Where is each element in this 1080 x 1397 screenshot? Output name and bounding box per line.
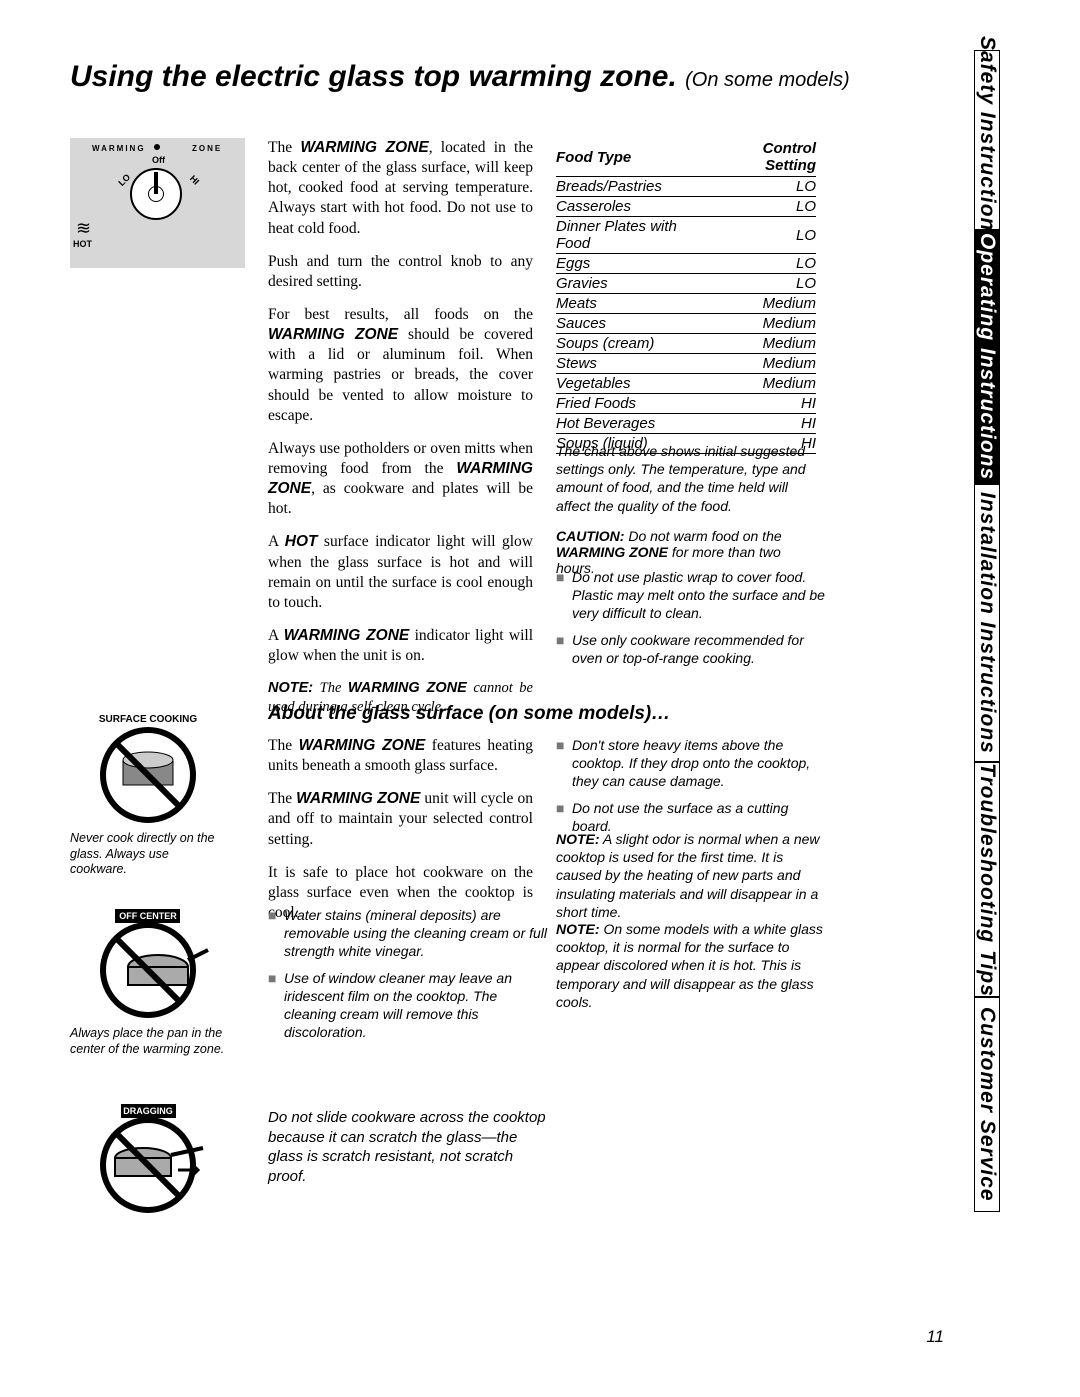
table-row: GraviesLO <box>556 274 816 294</box>
knob-dot-icon <box>154 144 160 150</box>
no-off-center-icon: OFF CENTER <box>83 905 213 1020</box>
table-cell-food: Soups (cream) <box>556 334 712 354</box>
table-row: VegetablesMedium <box>556 374 816 394</box>
icon-off-center: OFF CENTER Always place the pan in the c… <box>70 905 225 1057</box>
table-cell-food: Dinner Plates with Food <box>556 217 712 254</box>
table-cell-setting: Medium <box>712 374 816 394</box>
hot-wavy-icon: ≋ <box>76 218 91 239</box>
table-header-setting: Control Setting <box>712 138 816 177</box>
table-cell-food: Vegetables <box>556 374 712 394</box>
svg-text:OFF CENTER: OFF CENTER <box>119 911 177 921</box>
icon-surface-cooking: SURFACE COOKING Never cook directly on t… <box>70 710 225 878</box>
svg-text:DRAGGING: DRAGGING <box>123 1106 173 1116</box>
table-cell-setting: Medium <box>712 294 816 314</box>
knob-inner-icon <box>148 186 164 202</box>
bullet-no-plastic: Do not use plastic wrap to cover food. P… <box>556 568 826 623</box>
para-6: A WARMING ZONE indicator light will glow… <box>268 626 533 666</box>
title-main: Using the electric glass top warming zon… <box>70 60 677 93</box>
note-odor: NOTE: A slight odor is normal when a new… <box>556 830 826 921</box>
table-row: SaucesMedium <box>556 314 816 334</box>
table-row: Hot BeveragesHI <box>556 414 816 434</box>
note-discolor: NOTE: On some models with a white glass … <box>556 920 826 1011</box>
table-cell-food: Hot Beverages <box>556 414 712 434</box>
table-row: Breads/PastriesLO <box>556 177 816 197</box>
table-row: Soups (cream)Medium <box>556 334 816 354</box>
table-cell-food: Gravies <box>556 274 712 294</box>
table-cell-food: Stews <box>556 354 712 374</box>
table-cell-setting: Medium <box>712 354 816 374</box>
para-4: Always use potholders or oven mitts when… <box>268 439 533 520</box>
knob-label-warming: WARMING <box>92 144 146 153</box>
table-cell-setting: LO <box>712 177 816 197</box>
para-2: Push and turn the control knob to any de… <box>268 252 533 292</box>
knob-off-label: Off <box>152 155 165 165</box>
icon-dragging: DRAGGING <box>70 1100 225 1215</box>
svg-text:SURFACE COOKING: SURFACE COOKING <box>98 714 197 725</box>
table-footnote: The chart above shows initial suggested … <box>556 442 816 515</box>
bullet-heavy-items: Don't store heavy items above the cookto… <box>556 736 826 791</box>
knob-hot-label: HOT <box>73 239 92 249</box>
bullet-cookware: Use only cookware recommended for oven o… <box>556 631 826 667</box>
mid-bullet-list: Water stains (mineral deposits) are remo… <box>268 906 548 1049</box>
table-cell-food: Meats <box>556 294 712 314</box>
bullet-window-cleaner: Use of window cleaner may leave an iride… <box>268 969 548 1042</box>
table-cell-food: Eggs <box>556 254 712 274</box>
table-cell-setting: HI <box>712 394 816 414</box>
table-cell-setting: HI <box>712 414 816 434</box>
table-header-food: Food Type <box>556 138 712 177</box>
side-tabs: Safety Instructions Operating Instructio… <box>974 50 1020 1340</box>
no-dragging-icon: DRAGGING <box>83 1100 213 1215</box>
table-cell-food: Sauces <box>556 314 712 334</box>
top-bullet-list: Do not use plastic wrap to cover food. P… <box>556 568 826 675</box>
para-3: For best results, all foods on the WARMI… <box>268 305 533 426</box>
table-cell-food: Fried Foods <box>556 394 712 414</box>
table-cell-food: Breads/Pastries <box>556 177 712 197</box>
para-1: The WARMING ZONE, located in the back ce… <box>268 138 533 239</box>
page-number: 11 <box>926 1327 944 1347</box>
table-cell-setting: Medium <box>712 314 816 334</box>
table-row: EggsLO <box>556 254 816 274</box>
no-surface-cooking-icon: SURFACE COOKING <box>83 710 213 825</box>
tab-safety[interactable]: Safety Instructions <box>974 50 1000 230</box>
table-cell-setting: LO <box>712 274 816 294</box>
table-cell-food: Casseroles <box>556 197 712 217</box>
tab-operating[interactable]: Operating Instructions <box>974 230 1000 484</box>
tab-installation[interactable]: Installation Instructions <box>974 484 1000 762</box>
slide-warning: Do not slide cookware across the cooktop… <box>268 1108 548 1186</box>
table-cell-setting: Medium <box>712 334 816 354</box>
table-row: Dinner Plates with FoodLO <box>556 217 816 254</box>
food-settings-table: Food Type Control Setting Breads/Pastrie… <box>556 138 816 454</box>
tab-customer-service[interactable]: Customer Service <box>974 997 1000 1212</box>
table-cell-setting: LO <box>712 217 816 254</box>
s2-para-1: The WARMING ZONE features heating units … <box>268 736 533 776</box>
page-title: Using the electric glass top warming zon… <box>70 60 850 94</box>
title-sub: (On some models) <box>685 69 850 91</box>
icon1-caption: Never cook directly on the glass. Always… <box>70 831 225 878</box>
table-row: Fried FoodsHI <box>556 394 816 414</box>
knob-label-zone: ZONE <box>192 144 222 153</box>
section2-heading: About the glass surface (on some models)… <box>268 703 670 725</box>
table-row: MeatsMedium <box>556 294 816 314</box>
right-bullet-list: Don't store heavy items above the cookto… <box>556 736 826 843</box>
body-left-column: The WARMING ZONE, located in the back ce… <box>268 138 533 730</box>
table-row: StewsMedium <box>556 354 816 374</box>
tab-troubleshooting[interactable]: Troubleshooting Tips <box>974 762 1000 997</box>
para-5: A HOT surface indicator light will glow … <box>268 532 533 613</box>
s2-para-2: The WARMING ZONE unit will cycle on and … <box>268 789 533 849</box>
table-cell-setting: LO <box>712 254 816 274</box>
table-cell-setting: LO <box>712 197 816 217</box>
bullet-water-stains: Water stains (mineral deposits) are remo… <box>268 906 548 961</box>
icon2-caption: Always place the pan in the center of th… <box>70 1026 225 1057</box>
table-row: CasserolesLO <box>556 197 816 217</box>
